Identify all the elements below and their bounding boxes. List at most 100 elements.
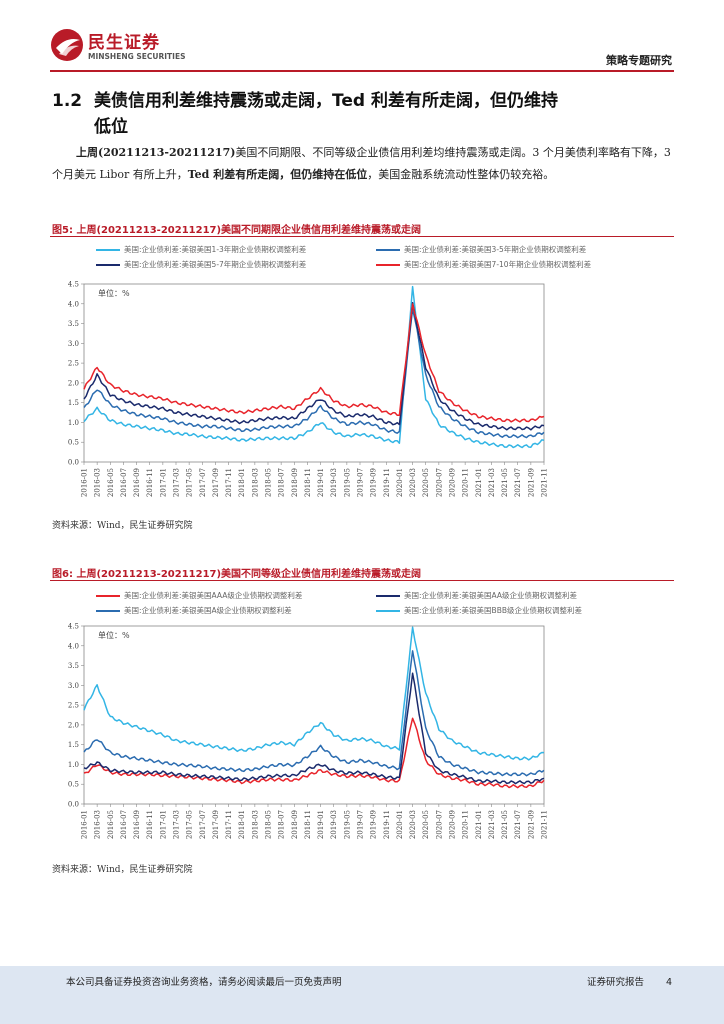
x-tick-label: 2020-09 xyxy=(449,810,457,839)
y-tick-label: 2.0 xyxy=(68,721,79,729)
figure6-legend: 美国:企业债利差:美银美国AAA级企业债期权调整利差 美国:企业债利差:美银美国… xyxy=(96,588,656,620)
y-tick-label: 4.0 xyxy=(68,300,79,308)
y-tick-label: 1.0 xyxy=(68,419,79,427)
x-tick-label: 2017-03 xyxy=(173,810,181,839)
section-title: 1.2 美债信用利差维持震荡或走阔，Ted 利差有所走阔，但仍维持 低位 xyxy=(52,88,652,140)
y-tick-label: 0.0 xyxy=(68,459,79,467)
x-tick-label: 2018-01 xyxy=(238,810,246,839)
x-tick-label: 2019-07 xyxy=(357,810,365,839)
logo-english-name: MINSHENG SECURITIES xyxy=(88,52,186,61)
x-tick-label: 2017-09 xyxy=(212,810,220,839)
series-line xyxy=(83,285,545,449)
x-tick-label: 2016-01 xyxy=(81,468,89,497)
x-tick-label: 2021-09 xyxy=(527,468,535,497)
body-paragraph: 上周(20211213-20211217)美国不同期限、不同等级企业债信用利差均… xyxy=(52,142,676,186)
y-tick-label: 1.0 xyxy=(68,761,79,769)
x-tick-label: 2021-05 xyxy=(501,810,509,839)
series-line xyxy=(83,717,545,789)
footer-band xyxy=(0,966,724,1024)
paragraph-bold: Ted 利差有所走阔，但仍维持在低位 xyxy=(187,168,368,181)
figure5-legend-item: 美国:企业债利差:美银美国3-5年期企业债期权调整利差 xyxy=(376,244,586,255)
figure5-title: 图5: 上周(20211213-20211217)美国不同期限企业债信用利差维持… xyxy=(52,225,422,236)
page-number: 4 xyxy=(665,977,672,988)
series-line xyxy=(83,650,545,777)
y-tick-label: 3.5 xyxy=(68,320,79,328)
unit-label: 单位：% xyxy=(98,630,130,640)
x-tick-label: 2021-11 xyxy=(541,468,549,497)
x-tick-label: 2021-09 xyxy=(527,810,535,839)
section-title-line2: 低位 xyxy=(94,117,128,137)
x-tick-label: 2019-01 xyxy=(317,810,325,839)
company-logo: 民生证券 MINSHENG SECURITIES xyxy=(50,28,200,68)
x-tick-label: 2021-03 xyxy=(488,810,496,839)
x-tick-label: 2021-11 xyxy=(541,810,549,839)
y-tick-label: 3.0 xyxy=(68,682,79,690)
x-tick-label: 2020-07 xyxy=(435,810,443,839)
figure5-legend: 美国:企业债利差:美银美国1-3年期企业债期权调整利差 美国:企业债利差:美银美… xyxy=(96,242,656,274)
x-tick-label: 2017-05 xyxy=(186,468,194,497)
x-tick-label: 2019-11 xyxy=(383,810,391,839)
legend-swatch xyxy=(376,248,400,251)
series-line xyxy=(83,672,545,785)
legend-swatch xyxy=(96,248,120,251)
x-tick-label: 2018-07 xyxy=(278,468,286,497)
y-tick-label: 0.0 xyxy=(68,801,79,809)
x-tick-label: 2020-01 xyxy=(396,468,404,497)
figure5-legend-item: 美国:企业债利差:美银美国1-3年期企业债期权调整利差 xyxy=(96,244,306,255)
figure6-divider xyxy=(50,580,674,581)
x-tick-label: 2020-11 xyxy=(462,468,470,497)
x-tick-label: 2019-03 xyxy=(330,468,338,497)
x-tick-label: 2017-11 xyxy=(225,468,233,497)
plot-frame xyxy=(83,283,545,463)
x-tick-label: 2020-05 xyxy=(422,468,430,497)
footer-disclaimer: 本公司具备证券投资咨询业务资格，请务必阅读最后一页免责声明 xyxy=(66,977,342,988)
y-tick-label: 1.5 xyxy=(68,741,79,749)
legend-label: 美国:企业债利差:美银美国5-7年期企业债期权调整利差 xyxy=(124,260,307,269)
x-tick-label: 2017-09 xyxy=(212,468,220,497)
x-tick-label: 2018-09 xyxy=(291,810,299,839)
x-tick-label: 2018-01 xyxy=(238,468,246,497)
legend-label: 美国:企业债利差:美银美国AA级企业债期权调整利差 xyxy=(404,591,578,600)
x-tick-label: 2021-05 xyxy=(501,468,509,497)
x-tick-label: 2018-05 xyxy=(265,468,273,497)
figure6-legend-item: 美国:企业债利差:美银美国A级企业债期权调整利差 xyxy=(96,605,292,616)
legend-swatch xyxy=(376,594,400,597)
plot-frame xyxy=(83,625,545,805)
x-tick-label: 2020-11 xyxy=(462,810,470,839)
section-number: 1.2 xyxy=(52,91,83,111)
x-tick-label: 2018-05 xyxy=(265,810,273,839)
figure6-title: 图6: 上周(20211213-20211217)美国不同等级企业债信用利差维持… xyxy=(52,569,422,580)
x-tick-label: 2019-01 xyxy=(317,468,325,497)
x-tick-label: 2020-03 xyxy=(409,468,417,497)
figure5-source: 资料来源：Wind，民生证券研究院 xyxy=(52,521,193,531)
y-tick-label: 2.5 xyxy=(68,702,79,710)
series-line xyxy=(83,308,545,439)
y-tick-label: 0.5 xyxy=(68,781,79,789)
x-tick-label: 2020-01 xyxy=(396,810,404,839)
y-tick-label: 4.5 xyxy=(68,281,79,289)
y-tick-label: 4.5 xyxy=(68,623,79,631)
series-line xyxy=(83,303,545,423)
legend-swatch xyxy=(96,594,120,597)
figure5-legend-item: 美国:企业债利差:美银美国5-7年期企业债期权调整利差 xyxy=(96,259,306,270)
x-tick-label: 2019-05 xyxy=(343,468,351,497)
y-tick-label: 3.5 xyxy=(68,662,79,670)
logo-chinese-name: 民生证券 xyxy=(88,33,160,53)
x-tick-label: 2018-07 xyxy=(278,810,286,839)
x-tick-label: 2018-03 xyxy=(251,468,259,497)
legend-label: 美国:企业债利差:美银美国3-5年期企业债期权调整利差 xyxy=(404,245,587,254)
paragraph-text2: ，美国金融系统流动性整体仍较充裕。 xyxy=(367,168,555,181)
figure6-chart: 0.0 0.5 1.0 1.5 2.0 2.5 3.0 3.5 4.0 4.5 2016-01 201… xyxy=(68,623,549,840)
paragraph-text1: 美国不同期限、不同等级企业债信用利差均维持震荡或走阔。3 个月美债利率略有下降，… xyxy=(52,146,671,181)
section-title-line1: 美债信用利差维持震荡或走阔，Ted 利差有所走阔，但仍维持 xyxy=(94,91,558,111)
series-line xyxy=(83,302,545,431)
y-tick-label: 1.5 xyxy=(68,399,79,407)
legend-swatch xyxy=(96,609,120,612)
x-tick-label: 2020-05 xyxy=(422,810,430,839)
y-tick-label: 4.0 xyxy=(68,642,79,650)
report-type: 策略专题研究 xyxy=(606,54,672,67)
x-tick-label: 2021-01 xyxy=(475,810,483,839)
x-tick-label: 2018-11 xyxy=(304,468,312,497)
x-tick-label: 2019-11 xyxy=(383,468,391,497)
x-tick-label: 2021-07 xyxy=(514,468,522,497)
